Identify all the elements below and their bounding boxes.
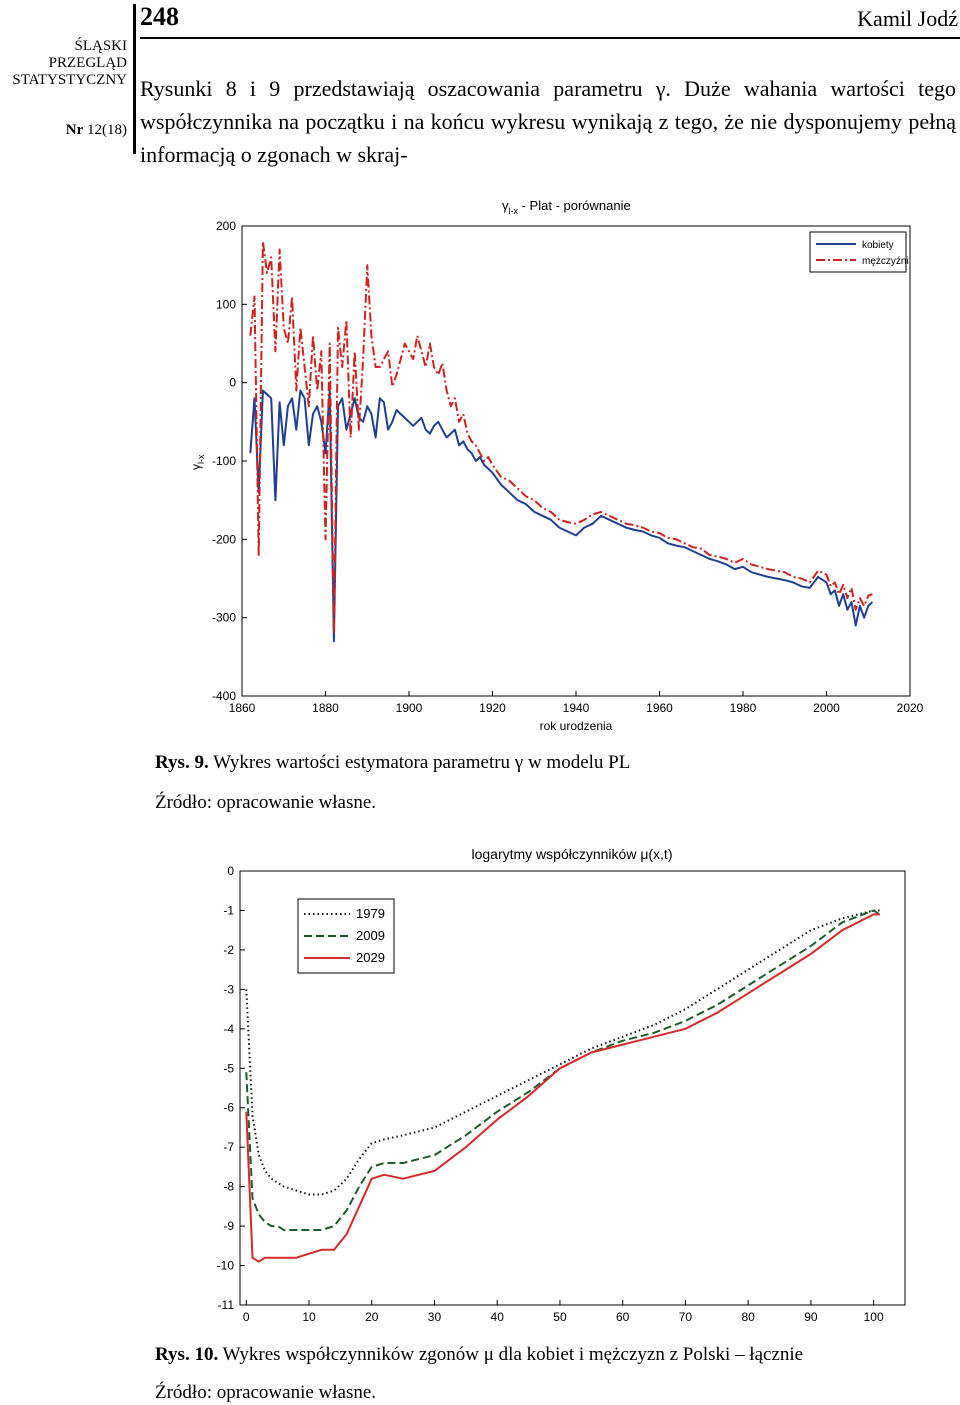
running-head-author: Kamil Jodź — [857, 6, 958, 31]
header-rule — [140, 37, 960, 39]
x-tick-label: 100 — [864, 1310, 884, 1324]
x-tick-label: 90 — [804, 1310, 818, 1324]
series-line-2 — [245, 909, 881, 1231]
figure-9-caption-text: Wykres wartości estymatora parametru γ w… — [213, 752, 631, 773]
x-tick-label: 1980 — [730, 701, 757, 715]
journal-title: ŚLĄSKI PRZEGLĄD STATYSTYCZNY — [0, 38, 127, 89]
figure-9-chart: 1860 1880 1900 1920 1940 1960 1980 2000 2020 200 1… — [189, 198, 924, 733]
y-tick-label: -9 — [223, 1219, 234, 1233]
x-tick-label: 10 — [302, 1310, 316, 1324]
y-tick-label: -100 — [212, 454, 236, 468]
y-tick-label: -2 — [223, 943, 234, 957]
x-axis-label: rok urodzenia — [540, 719, 613, 733]
figure-9-source: Źródło: opracowanie własne. — [155, 792, 377, 813]
x-tick-label: 1960 — [646, 701, 673, 715]
figure-10-caption: Rys. 10. Wykres współczynników zgonów μ … — [155, 1344, 803, 1366]
legend-label-2: 2009 — [356, 928, 385, 943]
journal-title-line: PRZEGLĄD — [48, 55, 127, 71]
legend-label-1: kobiety — [862, 240, 894, 251]
figure-9-label: Rys. 9. — [155, 752, 209, 773]
x-tick-label: 40 — [491, 1310, 505, 1324]
x-tick-label: 1900 — [396, 701, 423, 715]
y-tick-label: -5 — [223, 1061, 234, 1075]
series-line-2 — [249, 240, 873, 635]
y-tick-label: -4 — [223, 1022, 234, 1036]
series-line-1 — [245, 909, 880, 1196]
issue-prefix: Nr — [65, 122, 84, 138]
series-line-1 — [249, 389, 874, 643]
x-tick-label: 2000 — [813, 701, 840, 715]
figure-9-caption: Rys. 9. Wykres wartości estymatora param… — [155, 752, 630, 774]
journal-title-line: STATYSTYCZNY — [12, 72, 127, 88]
y-tick-label: 0 — [229, 376, 236, 390]
chart-title: logarytmy współczynników μ(x,t) — [471, 846, 672, 862]
y-tick-label: -7 — [223, 1140, 234, 1154]
x-tick-label: 60 — [616, 1310, 630, 1324]
x-tick-label: 1920 — [479, 701, 506, 715]
figure-10-source: Źródło: opracowanie własne. — [155, 1382, 377, 1403]
legend-label-3: 2029 — [356, 950, 385, 965]
y-tick-label: -1 — [223, 903, 234, 917]
figure-10-chart: 0 10 20 30 40 50 60 70 80 90 100 0 -1 -2 -3 -4 -5 -6 -7 -8 -… — [217, 846, 906, 1324]
margin-rule — [133, 4, 136, 154]
y-tick-label: -3 — [223, 982, 234, 996]
y-tick-label: -400 — [212, 689, 236, 703]
journal-title-line: ŚLĄSKI — [74, 38, 127, 54]
figure-10-caption-text: Wykres współczynników zgonów μ dla kobie… — [222, 1344, 804, 1365]
x-tick-label: 30 — [428, 1310, 442, 1324]
x-tick-label: 80 — [741, 1310, 755, 1324]
legend-label-2: mężczyźni — [862, 256, 909, 267]
y-tick-label: 0 — [227, 864, 234, 878]
issue-value: 12(18) — [87, 122, 127, 138]
y-tick-label: 200 — [216, 219, 236, 233]
chart-title: γl-x - Plat - porównanie — [502, 198, 631, 216]
x-tick-label: 70 — [679, 1310, 693, 1324]
x-tick-label: 1880 — [312, 701, 339, 715]
issue-number: Nr 12(18) — [0, 122, 127, 139]
y-tick-label: -8 — [223, 1180, 234, 1194]
plot-area — [241, 225, 911, 697]
y-tick-label: -10 — [217, 1259, 235, 1273]
y-tick-label: 100 — [216, 297, 236, 311]
y-tick-label: -200 — [212, 532, 236, 546]
legend-label-1: 1979 — [356, 906, 385, 921]
x-tick-label: 1940 — [563, 701, 590, 715]
x-tick-label: 2020 — [897, 701, 924, 715]
legend-box — [809, 231, 907, 273]
figure-10-label: Rys. 10. — [155, 1344, 219, 1365]
x-tick-label: 0 — [243, 1310, 250, 1324]
series-line-3 — [245, 913, 880, 1263]
x-tick-label: 20 — [365, 1310, 379, 1324]
page-number: 248 — [140, 2, 179, 31]
x-tick-label: 50 — [553, 1310, 567, 1324]
y-tick-label: -6 — [223, 1101, 234, 1115]
y-axis-label: γl-x — [189, 454, 206, 470]
body-paragraph: Rysunki 8 i 9 przedstawiają oszacowania … — [140, 76, 956, 167]
y-tick-label: -300 — [212, 611, 236, 625]
x-tick-label: 1860 — [229, 701, 256, 715]
y-tick-label: -11 — [218, 1298, 235, 1312]
